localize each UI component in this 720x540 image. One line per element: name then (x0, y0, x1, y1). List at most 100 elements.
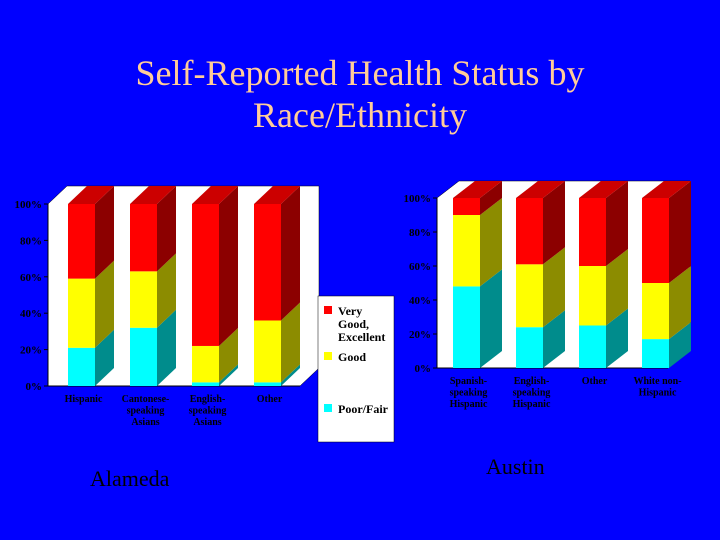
legend-swatch (324, 352, 332, 360)
x-tick-label-line: Hispanic (639, 388, 677, 399)
bar-top (130, 186, 176, 204)
x-tick-label-line: Hispanic (513, 399, 551, 410)
legend-label-line: Good (338, 350, 366, 364)
austin-chart: 0%20%40%60%80%100%Spanish-speaking Hispan… (404, 180, 691, 410)
bar-side (95, 260, 114, 348)
y-tick-label: 100% (15, 199, 43, 211)
caption-austin: Austin (486, 454, 545, 479)
slide-title: Self-Reported Health Status by Race/Ethn… (60, 52, 660, 136)
bar-segment (516, 198, 543, 265)
x-tick-label-line: speaking (450, 388, 488, 399)
bar-side (669, 266, 691, 340)
y-tick-label: 60% (409, 261, 431, 273)
bar-segment (642, 339, 669, 368)
bar-segment (453, 215, 480, 287)
y-tick-label: 60% (20, 272, 42, 284)
bar-segment (516, 264, 543, 328)
legend-label-line: Excellent (338, 330, 385, 344)
bar-side (219, 327, 238, 383)
x-tick-label-line: speaking (127, 406, 165, 417)
x-tick-label-line: Hispanic (65, 394, 103, 405)
bar-segment (68, 204, 95, 279)
bar-side (480, 181, 502, 215)
bar-segment (579, 266, 606, 326)
title-line-2: Race/Ethnicity (253, 95, 467, 135)
bar-side (606, 181, 628, 266)
bar-top (68, 186, 114, 204)
alameda-chart: 0% 20% 40% 60% 80% 100% Hispanic Cantonese-spea… (15, 185, 395, 443)
legend-label: Good (338, 350, 366, 364)
bar-segment (68, 278, 95, 348)
legend-label-line: Poor/Fair (338, 402, 389, 416)
title-line-1: Self-Reported Health Status by (135, 53, 585, 93)
x-tick-label-line: Asians (193, 417, 221, 428)
legend-label: Very Good, Excellent (338, 304, 385, 344)
bar-side (281, 364, 300, 386)
bar-side (606, 249, 628, 326)
y-tick-label: 0% (415, 363, 432, 375)
y-tick-label: 20% (409, 329, 431, 341)
y-tick-label: 0% (26, 381, 43, 393)
bar-segment (579, 198, 606, 266)
x-tick-label: English-speaking Hispanic (513, 376, 551, 410)
y-tick-label: 40% (20, 308, 42, 320)
bar-side (669, 322, 691, 368)
bar-segment (254, 320, 281, 383)
x-tick-label-line: speaking (513, 388, 551, 399)
legend-box (317, 295, 395, 443)
legend-label-line: Good, (338, 317, 369, 331)
bar-side (95, 186, 114, 279)
bar-segment (254, 382, 281, 386)
bar-side (281, 302, 300, 383)
bar-side (281, 186, 300, 321)
bar-segment (130, 327, 157, 386)
bar-segment (192, 382, 219, 386)
bar-side (157, 186, 176, 272)
bar-side (669, 181, 691, 283)
bar-segment (516, 327, 543, 368)
bar-segment (130, 204, 157, 272)
x-tick-label: Other (582, 376, 608, 387)
bar-top (192, 186, 238, 204)
bar-side (480, 198, 502, 287)
bar-side (219, 186, 238, 346)
bar-segment (192, 204, 219, 346)
bar-side (606, 308, 628, 368)
bar-side (95, 329, 114, 386)
bar-segment (130, 271, 157, 328)
x-tick-label-line: Other (582, 376, 608, 387)
y-tick-label: 80% (409, 227, 431, 239)
y-tick-label: 80% (20, 235, 42, 247)
x-tick-label: Spanish-speaking Hispanic (450, 376, 488, 410)
x-tick-label-line: Spanish- (450, 376, 487, 387)
bar-side (543, 310, 565, 368)
bar-side (157, 309, 176, 386)
x-tick-label-line: speaking (189, 406, 227, 417)
y-tick-label: 20% (20, 345, 42, 357)
x-tick-label-line: Asians (131, 417, 159, 428)
x-tick-label: White non-Hispanic (633, 376, 681, 399)
bar-segment (453, 198, 480, 215)
x-tick-label: Cantonese-speaking Asians (122, 394, 170, 428)
x-tick-label-line: English- (190, 394, 226, 405)
x-tick-label: Hispanic (65, 394, 103, 405)
bar-segment (642, 198, 669, 283)
caption-alameda: Alameda (90, 466, 170, 491)
bar-side (543, 247, 565, 328)
bar-side (543, 181, 565, 265)
bar-segment (453, 286, 480, 368)
y-tick-label: 40% (409, 295, 431, 307)
bar-segment (192, 345, 219, 383)
x-tick-label-line: White non- (633, 376, 681, 387)
y-tick-label: 100% (404, 193, 432, 205)
legend-label: Poor/Fair (338, 402, 389, 416)
bar-side (219, 364, 238, 386)
bar-top (453, 181, 502, 198)
bar-segment (254, 204, 281, 321)
bar-side (157, 253, 176, 328)
bar-top (254, 186, 300, 204)
bar-segment (579, 325, 606, 368)
bar-segment (642, 283, 669, 340)
bar-top (642, 181, 691, 198)
